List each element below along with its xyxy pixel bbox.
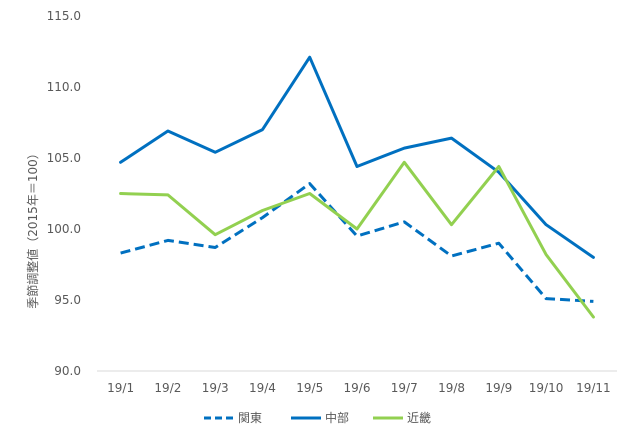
y-tick-label: 100.0 [47, 222, 81, 236]
y-tick-label: 105.0 [47, 151, 81, 165]
x-tick-label: 19/4 [249, 381, 276, 395]
y-axis-ticks: 90.0 95.0 100.0 105.0 110.0 115.0 [47, 9, 81, 378]
y-tick-label: 95.0 [54, 293, 81, 307]
legend: 関東 中部 近畿 [204, 410, 431, 425]
y-axis-label: 季節調整値（2015年＝100） [25, 147, 40, 308]
x-tick-label: 19/7 [391, 381, 418, 395]
x-tick-label: 19/3 [202, 381, 229, 395]
x-tick-label: 19/9 [485, 381, 512, 395]
legend-label-1: 中部 [325, 410, 349, 425]
series-line-2 [119, 160, 595, 319]
y-tick-label: 115.0 [47, 9, 81, 23]
x-tick-label: 19/1 [107, 381, 134, 395]
x-axis-ticks: 19/1 19/2 19/3 19/4 19/5 19/6 19/7 19/8 19/9 19/1… [107, 381, 611, 395]
series-line-1 [119, 55, 595, 259]
x-tick-label: 19/6 [344, 381, 371, 395]
x-tick-label: 19/8 [438, 381, 465, 395]
y-tick-label: 90.0 [54, 364, 81, 378]
x-tick-label: 19/5 [296, 381, 323, 395]
series-line-0 [120, 182, 594, 303]
series-lines [119, 55, 595, 319]
x-tick-label: 19/2 [154, 381, 181, 395]
y-tick-label: 110.0 [47, 80, 81, 94]
legend-label-2: 近畿 [407, 411, 431, 425]
x-tick-label: 19/10 [529, 381, 564, 395]
x-tick-label: 19/11 [576, 381, 611, 395]
legend-label-0: 関東 [238, 411, 262, 425]
